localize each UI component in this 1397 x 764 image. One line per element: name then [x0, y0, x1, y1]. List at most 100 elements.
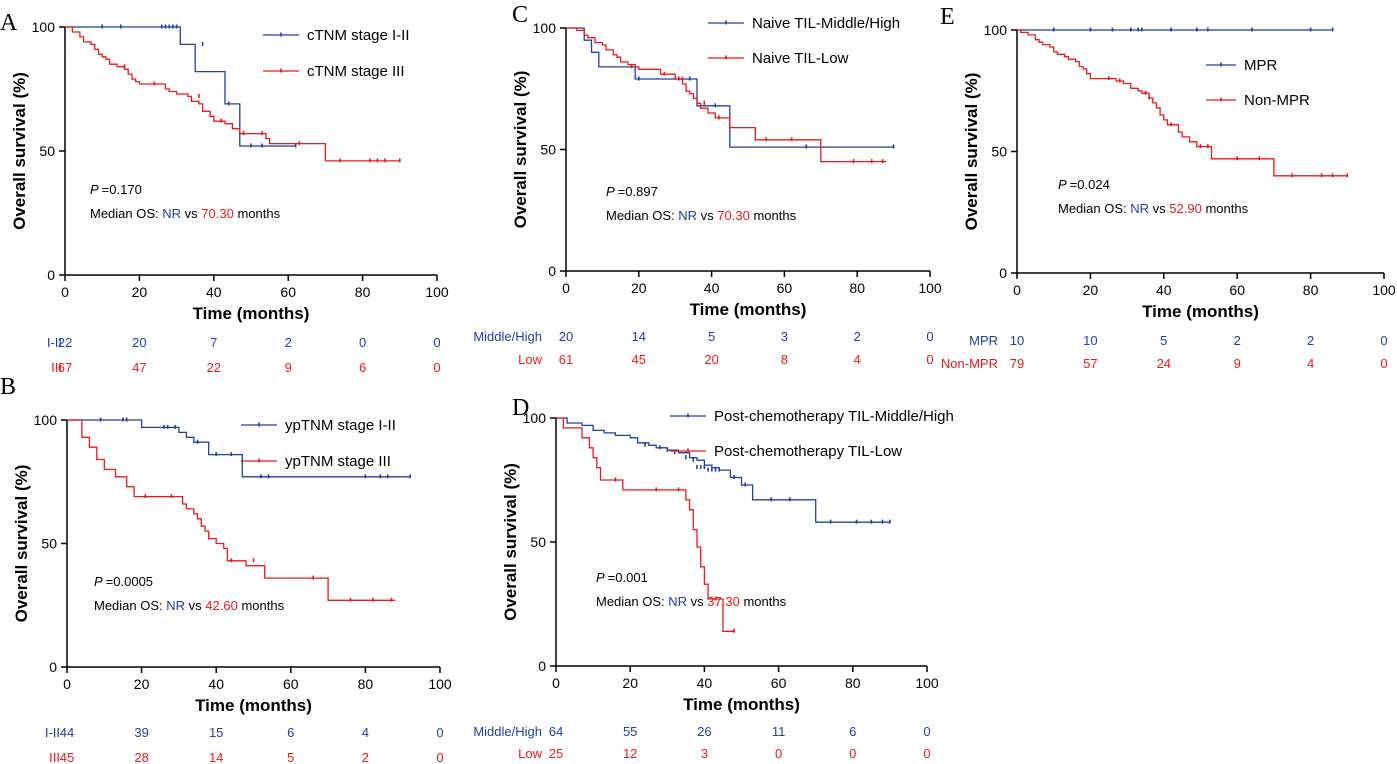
p-value-text: P =0.001	[596, 570, 648, 585]
risk-count: 6	[849, 724, 856, 739]
legend-label: MPR	[1244, 57, 1278, 74]
median-suffix: months	[750, 208, 797, 223]
x-tick-label: 80	[845, 675, 861, 691]
median-suffix: months	[238, 598, 285, 613]
panel-letter: C	[512, 2, 528, 28]
p-symbol: P	[94, 574, 103, 589]
x-tick-label: 60	[280, 284, 296, 300]
y-tick-label: 100	[32, 19, 56, 35]
risk-count: 28	[134, 750, 148, 764]
median-group1: NR	[166, 598, 185, 613]
median-prefix: Median OS:	[606, 208, 678, 223]
risk-count: 25	[549, 746, 563, 761]
y-axis-title: Overall survival (%)	[12, 465, 31, 623]
median-group1: NR	[1130, 201, 1149, 216]
x-tick-label: 100	[915, 675, 939, 691]
risk-count: 14	[209, 750, 223, 764]
risk-count: 0	[359, 335, 366, 350]
survival-curve-2	[65, 26, 400, 162]
median-suffix: months	[234, 206, 281, 221]
y-tick-label: 100	[34, 412, 58, 428]
x-tick-label: 20	[132, 284, 148, 300]
median-group1: NR	[668, 594, 687, 609]
x-tick-label: 80	[358, 676, 374, 692]
risk-count: 55	[623, 724, 637, 739]
p-symbol: P	[596, 570, 605, 585]
risk-row-label: Non-MPR	[941, 356, 998, 371]
risk-count: 12	[623, 746, 637, 761]
y-tick-label: 50	[41, 536, 57, 552]
risk-count: 0	[436, 750, 443, 764]
median-group1: NR	[162, 206, 181, 221]
risk-count: 5	[287, 750, 294, 764]
risk-count: 5	[1160, 333, 1167, 348]
x-tick-label: 0	[562, 280, 570, 296]
risk-row-label: I-II	[47, 335, 62, 350]
x-tick-label: 0	[1013, 282, 1021, 298]
survival-curve-2	[1017, 29, 1348, 177]
p-value-text: P =0.0005	[94, 574, 153, 589]
x-tick-label: 100	[428, 676, 452, 692]
risk-count: 61	[559, 352, 573, 367]
y-tick-label: 50	[991, 144, 1007, 160]
median-prefix: Median OS:	[94, 598, 166, 613]
y-tick-label: 50	[530, 534, 546, 550]
risk-count: 11	[772, 724, 786, 739]
x-axis-title: Time (months)	[193, 304, 310, 323]
y-axis-title: Overall survival (%)	[962, 73, 981, 231]
risk-count: 24	[1157, 356, 1171, 371]
legend-label: cTNM stage III	[307, 63, 405, 80]
y-tick-label: 0	[538, 658, 546, 674]
risk-count: 2	[285, 335, 292, 350]
legend-label: ypTNM stage III	[285, 453, 391, 470]
risk-count: 6	[287, 725, 294, 740]
legend-label: cTNM stage I-II	[307, 27, 410, 44]
panel-letter: E	[940, 4, 955, 30]
risk-count: 67	[58, 360, 72, 375]
x-tick-label: 80	[849, 280, 865, 296]
risk-count: 0	[923, 746, 930, 761]
median-group2: 42.60	[205, 598, 238, 613]
risk-count: 2	[854, 329, 861, 344]
y-tick-label: 0	[49, 659, 57, 675]
median-vs: vs	[1149, 201, 1169, 216]
median-group2: 70.30	[201, 206, 234, 221]
risk-count: 2	[362, 750, 369, 764]
survival-curve-1	[65, 26, 296, 147]
risk-count: 45	[60, 750, 74, 764]
risk-count: 0	[926, 352, 933, 367]
x-axis-title: Time (months)	[195, 696, 312, 715]
median-prefix: Median OS:	[90, 206, 162, 221]
panel-letter: A	[0, 10, 18, 36]
risk-count: 0	[923, 724, 930, 739]
x-tick-label: 0	[552, 675, 560, 691]
x-tick-label: 60	[771, 675, 787, 691]
panel-letter: D	[512, 395, 529, 421]
risk-count: 9	[1234, 356, 1241, 371]
x-axis-title: Time (months)	[1142, 302, 1259, 321]
risk-count: 10	[1010, 333, 1024, 348]
risk-row-label: III	[51, 360, 62, 375]
risk-count: 7	[210, 335, 217, 350]
risk-count: 0	[1380, 356, 1387, 371]
x-tick-label: 80	[1303, 282, 1319, 298]
x-tick-label: 60	[1229, 282, 1245, 298]
y-tick-label: 100	[523, 410, 547, 426]
risk-count: 64	[549, 724, 563, 739]
y-tick-label: 0	[999, 265, 1007, 281]
risk-count: 79	[1010, 356, 1024, 371]
p-value: =0.897	[618, 184, 658, 199]
x-tick-label: 20	[622, 675, 638, 691]
risk-count: 44	[60, 725, 74, 740]
y-tick-label: 50	[39, 143, 55, 159]
x-tick-label: 40	[208, 676, 224, 692]
risk-count: 5	[708, 329, 715, 344]
y-axis-title: Overall survival (%)	[511, 71, 530, 229]
survival-curve-1	[556, 417, 890, 523]
risk-count: 0	[926, 329, 933, 344]
legend-label: Naive TIL-Middle/High	[752, 15, 900, 32]
x-tick-label: 40	[697, 675, 713, 691]
median-group1: NR	[678, 208, 697, 223]
